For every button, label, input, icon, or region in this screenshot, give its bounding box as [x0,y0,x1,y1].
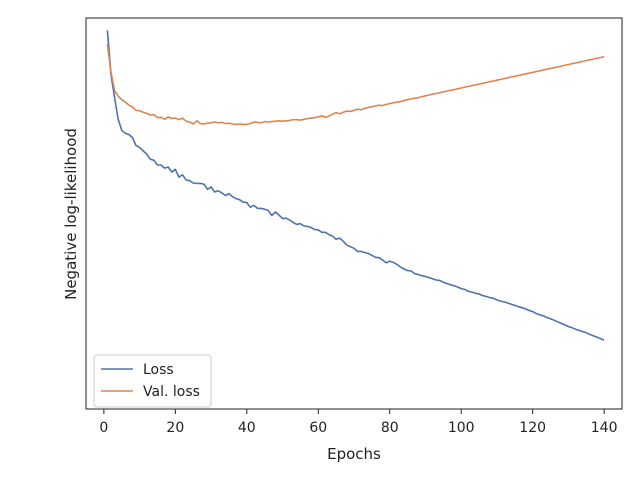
x-tick-label: 120 [519,420,546,436]
x-axis-label: Epochs [327,445,381,463]
legend-box [93,354,212,408]
x-tick-label: 60 [309,420,327,436]
x-tick-label: 0 [99,420,108,436]
x-axis-ticks: 0 20 40 60 80 100 120 140 [99,409,618,436]
series-line-val-loss [106,44,605,126]
series-group [106,30,605,341]
legend: Loss Val. loss [93,354,212,408]
x-tick-label: 140 [591,420,618,436]
x-tick-label: 80 [381,420,399,436]
x-tick-label: 40 [238,420,256,436]
x-tick-label: 100 [448,420,475,436]
series-line-loss [106,30,605,341]
legend-label-loss: Loss [143,362,174,378]
plot-area-frame [85,17,623,410]
y-axis-label: Negative log-likelihood [62,128,80,300]
legend-label-val-loss: Val. loss [143,384,200,400]
x-tick-label: 20 [166,420,184,436]
